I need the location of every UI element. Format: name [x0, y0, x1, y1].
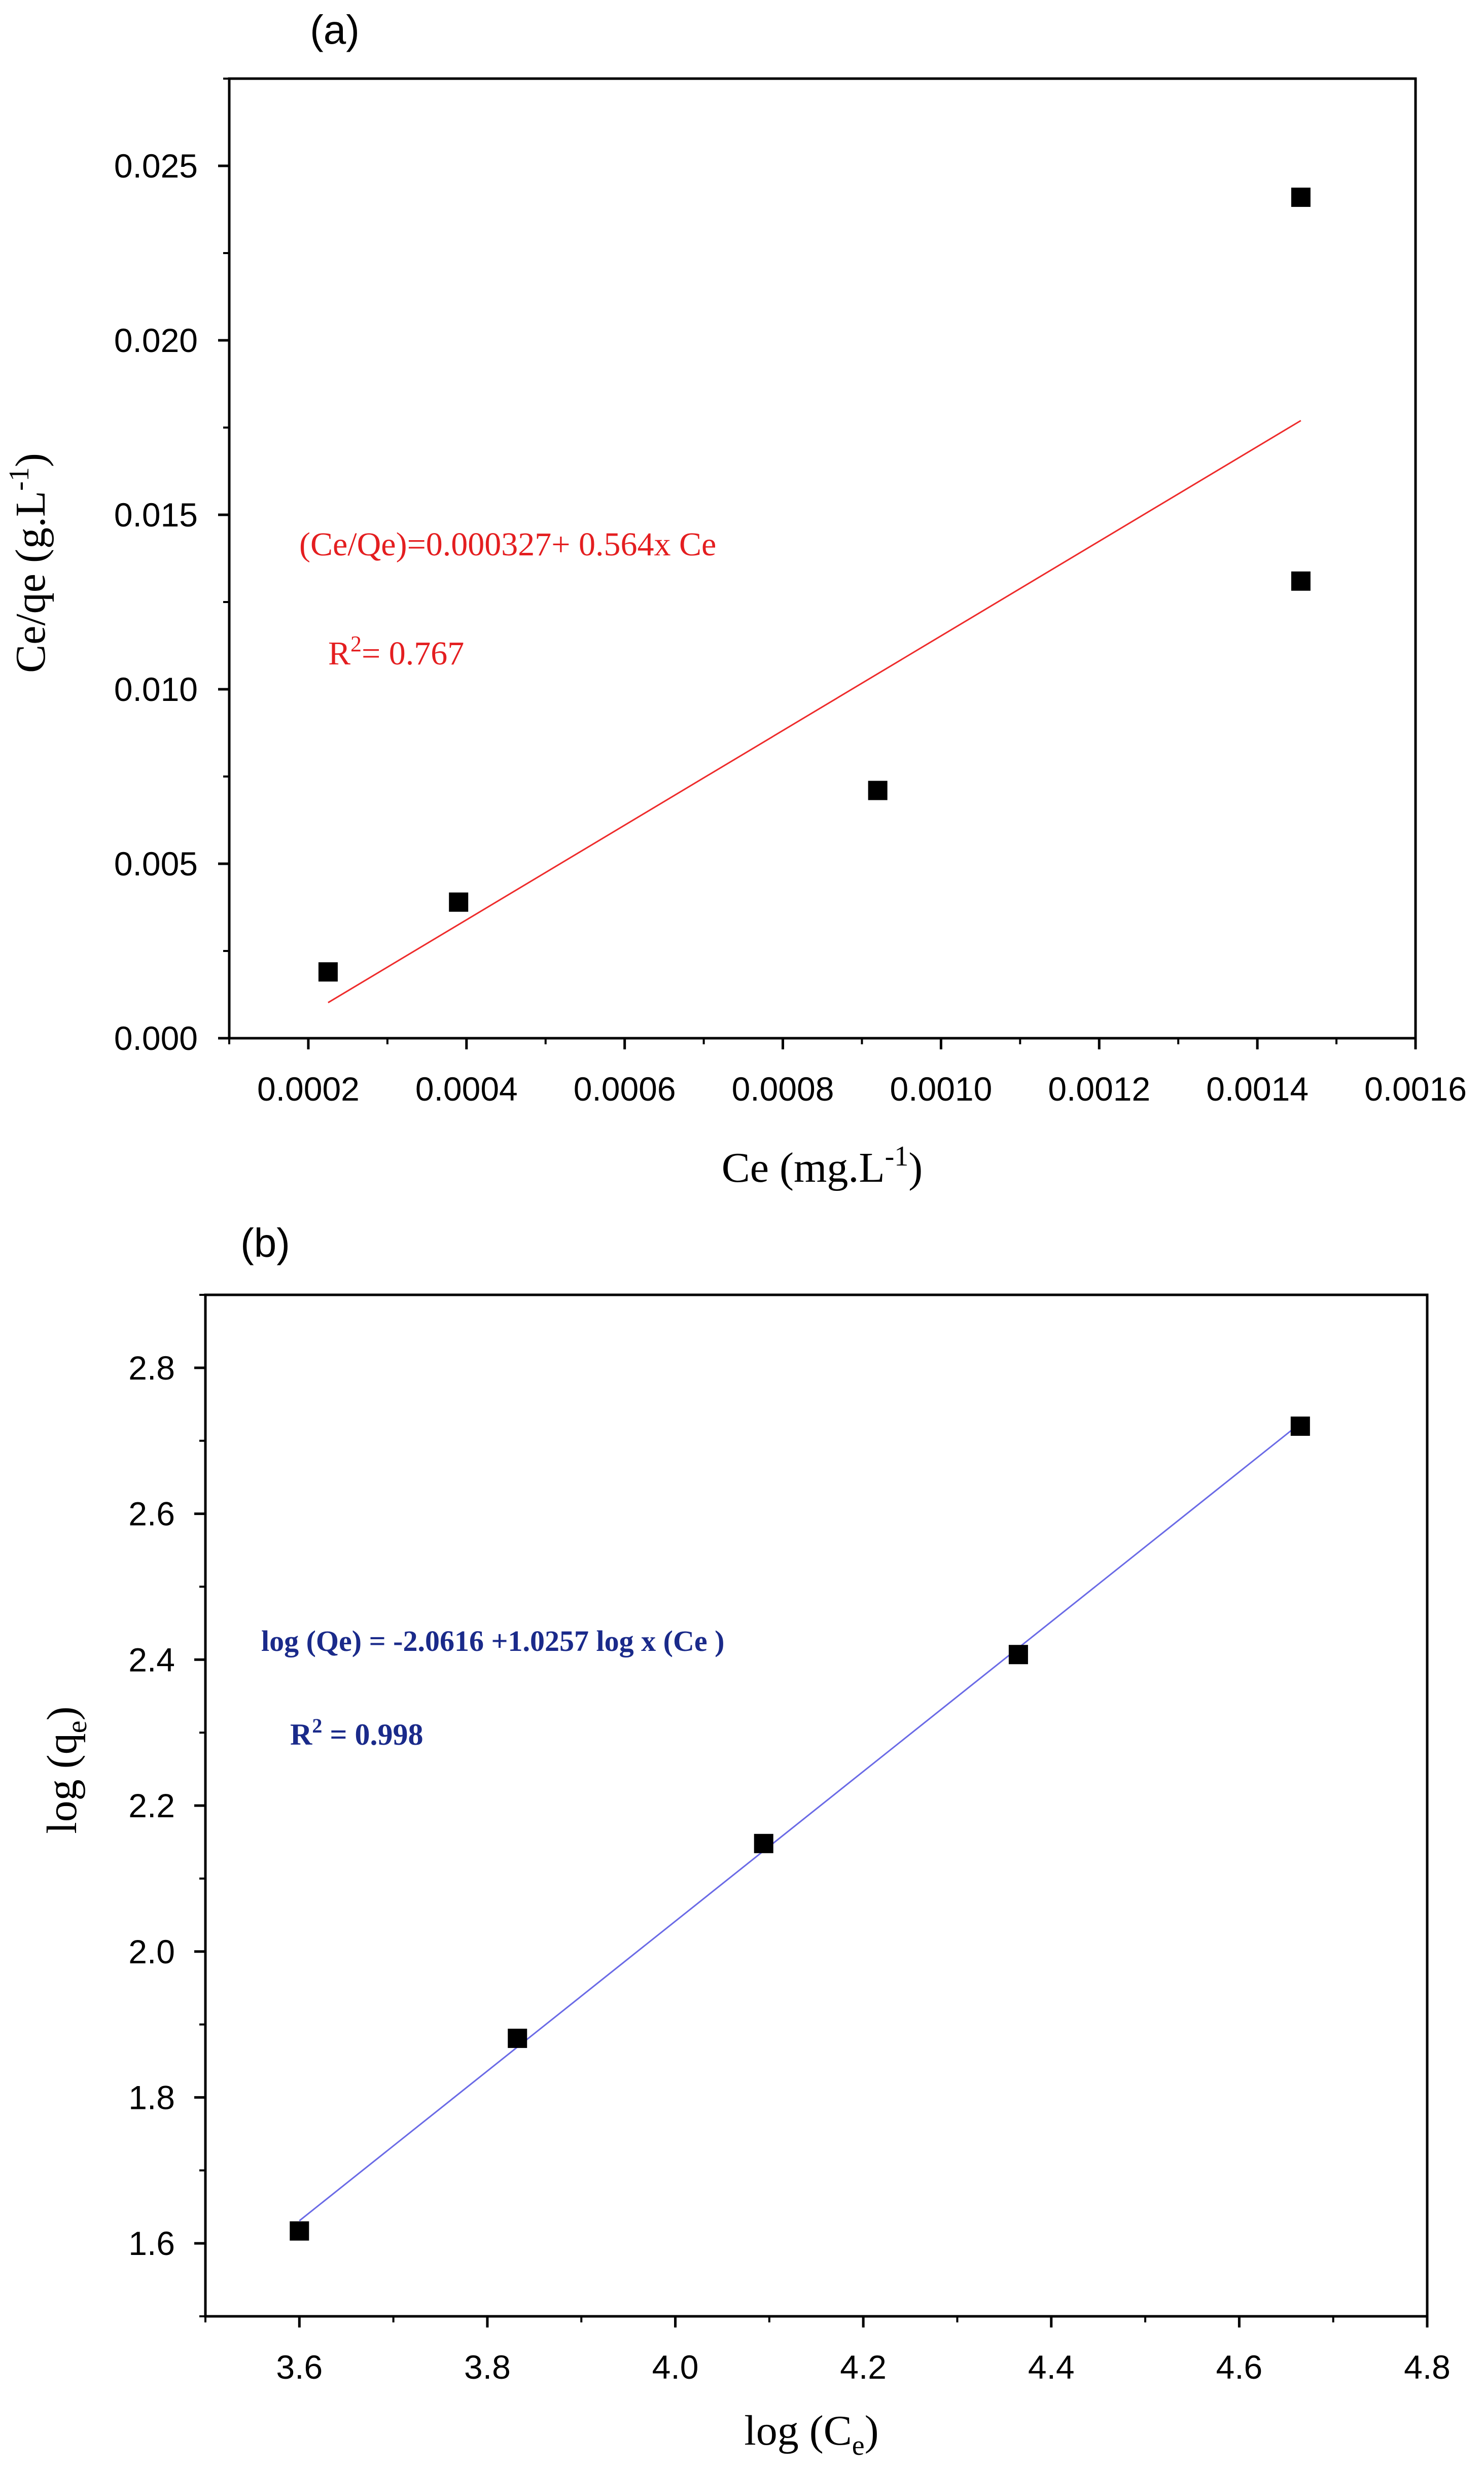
panel-a-xlabel-end: ) — [908, 1144, 923, 1191]
panel-a-x-tick-label: 0.0012 — [1048, 1070, 1150, 1108]
panel-a-data-point — [449, 892, 469, 912]
panel-a-ylabel-end: ) — [7, 453, 54, 467]
panel-b-y-tick-label: 1.6 — [128, 2225, 175, 2262]
panel-b-x-tick-label: 4.2 — [840, 2348, 887, 2386]
panel-b-y-tick-label: 2.8 — [128, 1349, 175, 1387]
panel-a-y-tick-labels: 0.000 0.005 0.010 0.015 0.020 0.025 — [114, 147, 198, 1057]
panel-a-label: (a) — [310, 7, 360, 52]
panel-a-x-axis-label: Ce (mg.L-1) — [722, 1141, 923, 1191]
panel-b-label: (b) — [240, 1220, 290, 1265]
panel-a-x-tick-label: 0.0004 — [415, 1070, 518, 1108]
panel-b-y-tick-label: 2.6 — [128, 1495, 175, 1533]
panel-b-x-tick-label: 3.8 — [464, 2348, 511, 2386]
panel-b-plot-frame — [204, 1293, 1429, 2318]
panel-a-r2-value: = 0.767 — [362, 635, 464, 672]
panel-a-ticks — [218, 78, 1417, 1049]
panel-a-r-squared: R2= 0.767 — [328, 631, 464, 672]
panel-b-y-tick-label: 2.0 — [128, 1933, 175, 1970]
panel-b-equation: log (Qe) = -2.0616 +1.0257 log x (Ce ) — [261, 1625, 724, 1657]
panel-b-y-tick-label: 1.8 — [128, 2079, 175, 2116]
panel-a-plot-frame — [228, 77, 1417, 1040]
panel-b-r-squared: R2 = 0.998 — [290, 1714, 423, 1751]
panel-b-y-tick-label: 2.4 — [128, 1641, 175, 1678]
panel-b-x-tick-label: 3.6 — [276, 2348, 323, 2386]
panel-a-xlabel-sup: -1 — [885, 1141, 909, 1172]
panel-b-data-point — [508, 2028, 527, 2048]
panel-a-y-tick-label: 0.020 — [114, 322, 198, 359]
panel-a-y-tick-label: 0.000 — [114, 1019, 198, 1057]
panel-a-r2-sup: 2 — [350, 631, 362, 656]
panel-a-ylabel-main: Ce/qe (g.L — [7, 491, 54, 673]
panel-a-data-point — [1291, 571, 1311, 591]
panel-a-r2-prefix: R — [328, 635, 350, 672]
panel-a-y-tick-label: 0.005 — [114, 845, 198, 883]
panel-a-data-points — [318, 187, 1311, 982]
panel-b-r2-value: = 0.998 — [322, 1718, 423, 1751]
panel-b-data-point — [754, 1833, 773, 1853]
panel-a-y-tick-label: 0.025 — [114, 147, 198, 185]
panel-b-x-tick-label: 4.4 — [1028, 2348, 1075, 2386]
panel-b-x-tick-label: 4.8 — [1404, 2348, 1451, 2386]
chart-panel-a: (a) 0.0002 0.0004 0.0006 0.0008 0.0010 0.0012… — [4, 7, 1467, 1191]
panel-a-x-tick-label: 0.0016 — [1364, 1070, 1467, 1108]
panel-b-data-points — [290, 1416, 1310, 2241]
panel-b-fit-line — [299, 1423, 1301, 2221]
panel-b-ylabel-main: log (q — [39, 1733, 86, 1833]
panel-b-ylabel-sub: e — [61, 1720, 93, 1733]
panel-b-xlabel-sub: e — [852, 2430, 865, 2461]
panel-b-y-tick-label: 2.2 — [128, 1787, 175, 1824]
panel-b-xlabel-main: log (C — [744, 2407, 852, 2454]
panel-b-r2-prefix: R — [290, 1718, 312, 1751]
panel-a-y-tick-label: 0.010 — [114, 671, 198, 708]
panel-a-y-tick-label: 0.015 — [114, 496, 198, 534]
panel-b-x-tick-label: 4.6 — [1216, 2348, 1263, 2386]
panel-a-x-tick-label: 0.0006 — [574, 1070, 676, 1108]
panel-a-x-tick-label: 0.0002 — [257, 1070, 360, 1108]
panel-b-ylabel-end: ) — [39, 1706, 86, 1720]
panel-b-y-axis-label: log (qe) — [39, 1706, 93, 1833]
panel-a-x-tick-label: 0.0014 — [1206, 1070, 1309, 1108]
panel-b-data-point — [1008, 1645, 1028, 1665]
panel-b-data-point — [1290, 1416, 1310, 1436]
panel-a-x-tick-label: 0.0010 — [890, 1070, 992, 1108]
panel-b-x-tick-labels: 3.6 3.8 4.0 4.2 4.4 4.6 4.8 — [276, 2348, 1450, 2386]
panel-b-r2-sup: 2 — [312, 1714, 322, 1737]
panel-a-equation: (Ce/Qe)=0.000327+ 0.564x Ce — [299, 526, 716, 563]
panel-b-xlabel-end: ) — [865, 2407, 879, 2454]
panel-a-data-point — [868, 781, 888, 800]
panel-a-fit-line — [328, 419, 1301, 1004]
panel-b-x-axis-label: log (Ce) — [744, 2407, 878, 2461]
panel-a-y-axis-label: Ce/qe (g.L-1) — [4, 453, 54, 673]
panel-b-data-point — [290, 2221, 309, 2241]
panel-a-data-point — [318, 962, 338, 982]
panel-a-ylabel-sup: -1 — [4, 467, 35, 491]
panel-b-x-tick-label: 4.0 — [652, 2348, 699, 2386]
panel-a-data-point — [1291, 187, 1311, 207]
chart-panel-b: (b) 3.6 3.8 4.0 4.2 4.4 4.6 4.8 1.6 1.8 2.0 2.2 2.… — [39, 1220, 1451, 2461]
panel-a-xlabel-main: Ce (mg.L — [722, 1144, 885, 1191]
panel-a-x-tick-label: 0.0008 — [732, 1070, 834, 1108]
panel-a-x-tick-labels: 0.0002 0.0004 0.0006 0.0008 0.0010 0.0012 0.00… — [257, 1070, 1467, 1108]
panel-b-y-tick-labels: 1.6 1.8 2.0 2.2 2.4 2.6 2.8 — [128, 1349, 175, 2262]
panel-b-ticks — [194, 1294, 1429, 2327]
